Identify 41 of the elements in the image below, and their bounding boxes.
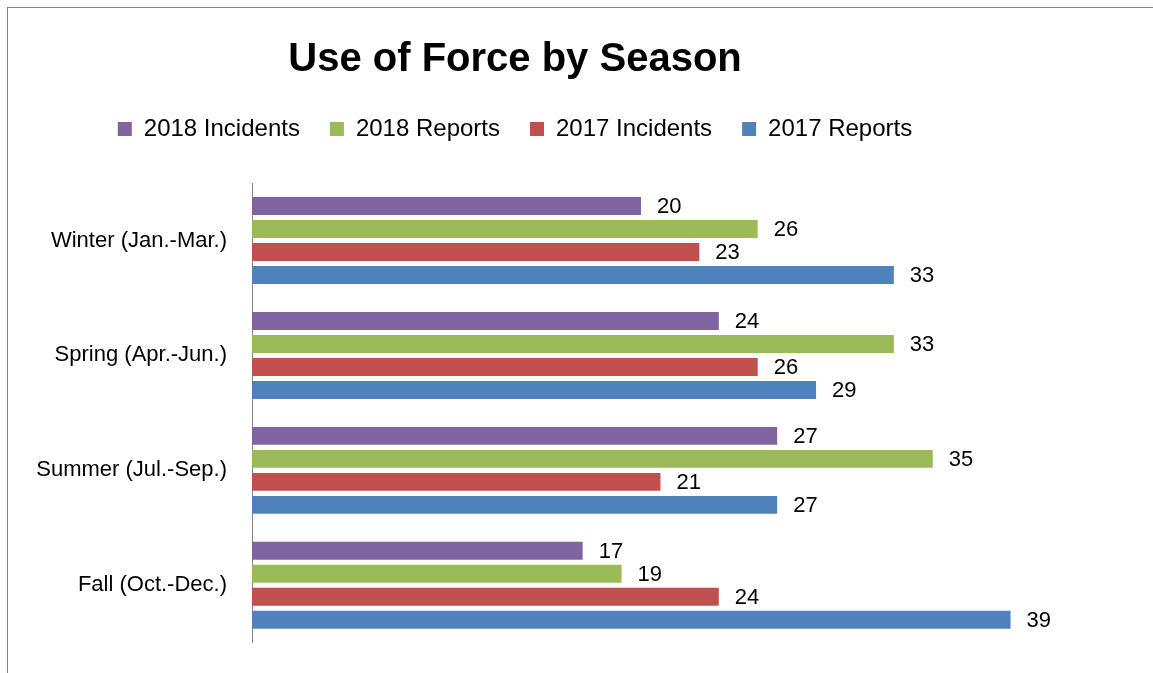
bar (252, 495, 778, 514)
data-label: 17 (598, 537, 624, 563)
legend-label: 2018 Incidents (143, 113, 300, 141)
bar (252, 380, 817, 399)
y-tick-label: Fall (Oct.-Dec.) (77, 571, 227, 597)
data-label: 26 (773, 216, 799, 242)
bar (252, 449, 933, 468)
data-label: 20 (657, 193, 682, 219)
data-label: 19 (637, 560, 663, 586)
data-label: 26 (773, 353, 799, 379)
data-label: 24 (734, 583, 760, 609)
data-label: 35 (948, 445, 974, 471)
bar (252, 564, 622, 583)
bar (252, 472, 661, 491)
bar (252, 610, 1011, 629)
bar (252, 265, 894, 284)
bar (252, 541, 583, 560)
y-tick-label: Spring (Apr.-Jun.) (54, 341, 227, 367)
bar (252, 426, 778, 445)
bar (252, 243, 700, 261)
data-label: 33 (909, 330, 935, 356)
bar (252, 587, 719, 606)
bar (252, 357, 758, 376)
legend-label: 2017 Incidents (556, 113, 713, 141)
legend-label: 2018 Reports (355, 113, 500, 141)
bar (252, 334, 894, 353)
data-label: 29 (832, 376, 857, 402)
data-label: 27 (793, 422, 818, 448)
bar (252, 311, 719, 330)
chart-title: Use of Force by Season (288, 35, 742, 80)
data-label: 24 (734, 308, 760, 333)
data-label: 27 (793, 491, 818, 517)
data-label: 23 (715, 239, 740, 265)
legend-label: 2017 Reports (768, 113, 913, 141)
data-label: 39 (1026, 606, 1052, 632)
bar (252, 220, 758, 238)
y-tick-label: Summer (Jul.-Sep.) (36, 456, 227, 482)
data-label: 33 (909, 262, 935, 288)
data-label: 21 (676, 468, 701, 494)
bar (252, 197, 641, 215)
y-tick-label: Winter (Jan.-Mar.) (50, 226, 227, 252)
